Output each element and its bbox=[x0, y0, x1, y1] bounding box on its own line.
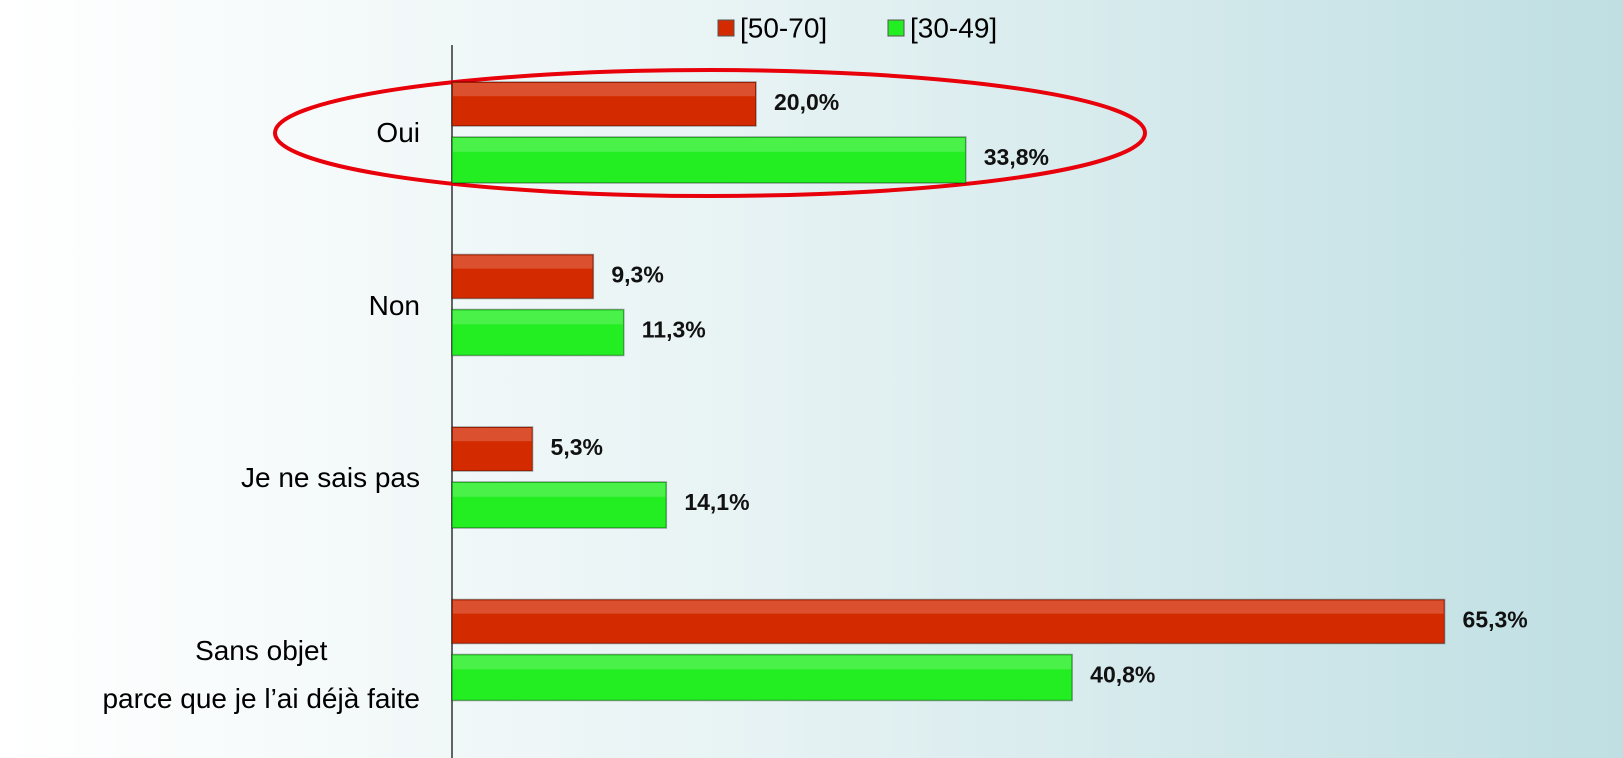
value-label: 65,3% bbox=[1463, 607, 1528, 633]
value-label: 9,3% bbox=[611, 262, 663, 288]
bar bbox=[451, 598, 1446, 645]
bar-highlight bbox=[453, 255, 593, 269]
bar-highlight bbox=[453, 483, 666, 497]
value-label: 14,1% bbox=[684, 489, 749, 515]
category-label: Oui bbox=[376, 117, 420, 148]
bar-highlight bbox=[453, 83, 755, 97]
value-label: 40,8% bbox=[1090, 662, 1155, 688]
bar-highlight bbox=[453, 428, 532, 442]
bar bbox=[451, 253, 595, 300]
bar-highlight bbox=[453, 138, 965, 152]
bar bbox=[451, 136, 967, 184]
bar bbox=[451, 308, 625, 357]
bar bbox=[451, 653, 1073, 702]
value-label: 11,3% bbox=[642, 317, 706, 343]
legend-swatch bbox=[887, 19, 905, 37]
bar bbox=[451, 426, 534, 472]
legend-label: [30-49] bbox=[910, 12, 997, 43]
bar bbox=[451, 81, 757, 127]
category-label: Sans objet parce que je l’ai déjà faite bbox=[102, 634, 420, 714]
bar-highlight bbox=[453, 310, 623, 325]
highlight-ellipse bbox=[273, 68, 1147, 198]
category-label: Je ne sais pas bbox=[241, 462, 420, 493]
category-label: Non bbox=[368, 289, 420, 321]
value-label: 5,3% bbox=[551, 434, 603, 460]
value-label: 20,0% bbox=[774, 89, 839, 115]
legend-swatch bbox=[717, 19, 735, 37]
value-label: 33,8% bbox=[984, 144, 1049, 170]
legend-label: [50-70] bbox=[740, 12, 827, 43]
bar-highlight bbox=[453, 600, 1444, 614]
bar bbox=[451, 481, 668, 529]
bar-highlight bbox=[453, 655, 1072, 670]
